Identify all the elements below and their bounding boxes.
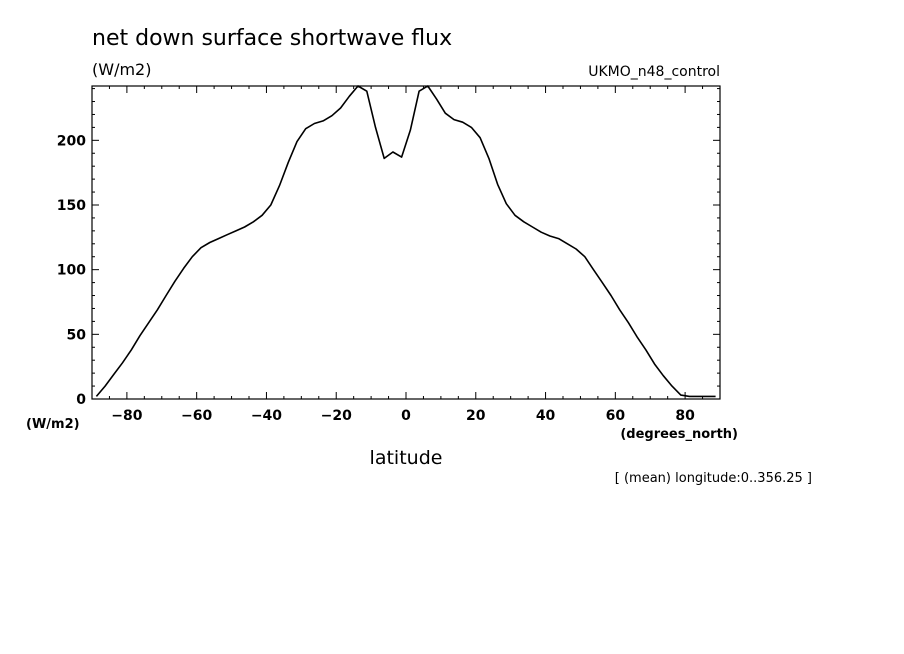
x-axis-units: (degrees_north) bbox=[620, 427, 738, 442]
x-tick-label: 80 bbox=[675, 408, 695, 424]
x-tick-label: 60 bbox=[606, 408, 626, 424]
x-tick-label: −80 bbox=[111, 408, 142, 424]
y-tick-label: 150 bbox=[57, 198, 86, 214]
plot-frame bbox=[91, 85, 721, 400]
tick-marks bbox=[91, 86, 721, 400]
x-tick-label: −20 bbox=[321, 408, 352, 424]
x-tick-label: −60 bbox=[181, 408, 212, 424]
y-tick-labels: 0 50 100 150 200 bbox=[57, 133, 86, 408]
x-tick-label: 0 bbox=[401, 408, 411, 424]
run-label: UKMO_n48_control bbox=[588, 64, 720, 80]
x-tick-labels: −80 −60 −40 −20 0 20 40 60 80 bbox=[111, 408, 695, 424]
y-axis-units: (W/m2) bbox=[26, 417, 80, 432]
x-tick-label: −40 bbox=[251, 408, 282, 424]
series-line bbox=[95, 85, 716, 398]
x-axis-label: latitude bbox=[370, 447, 443, 469]
y-tick-label: 200 bbox=[57, 133, 86, 149]
y-tick-label: 100 bbox=[57, 263, 86, 279]
y-tick-label: 50 bbox=[67, 327, 87, 343]
chart-units: (W/m2) bbox=[92, 60, 151, 79]
footnote: [ (mean) longitude:0..356.25 ] bbox=[615, 471, 812, 486]
x-tick-label: 20 bbox=[466, 408, 486, 424]
x-tick-label: 40 bbox=[536, 408, 556, 424]
y-tick-label: 0 bbox=[76, 392, 86, 408]
chart-title: net down surface shortwave flux bbox=[92, 26, 452, 51]
